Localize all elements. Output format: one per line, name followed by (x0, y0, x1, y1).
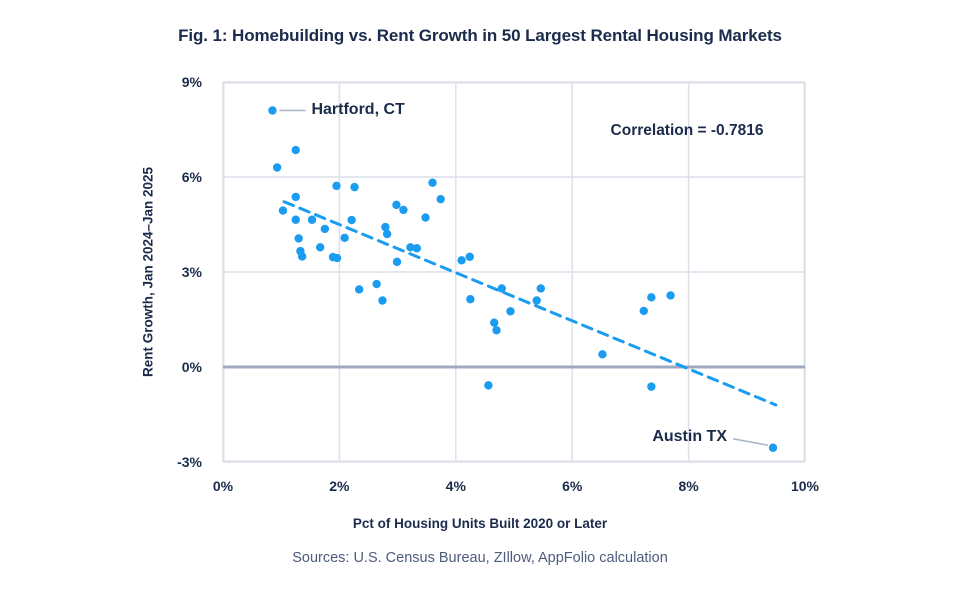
hartford-callout-label: Hartford, CT (311, 100, 405, 118)
data-point (768, 443, 778, 452)
data-point (406, 243, 415, 252)
data-point (272, 163, 282, 172)
x-tick-label: 4% (445, 478, 466, 494)
x-tick-label: 8% (678, 478, 699, 494)
data-point (392, 200, 401, 210)
austin-callout-label: Austin TX (652, 427, 727, 445)
data-point (506, 307, 515, 316)
data-point (598, 350, 607, 359)
callout-line (732, 438, 769, 446)
data-point (428, 178, 437, 187)
data-point (666, 291, 675, 300)
data-point (647, 293, 656, 302)
plot-border (223, 82, 805, 462)
data-point (354, 285, 364, 294)
data-point (536, 284, 545, 293)
data-point (497, 284, 506, 293)
data-point (436, 194, 445, 204)
data-point (291, 145, 300, 155)
data-point (399, 205, 408, 215)
data-point (490, 318, 499, 327)
data-point (315, 243, 325, 252)
y-tick-label: 6% (181, 169, 202, 185)
data-point (466, 295, 475, 304)
data-point (307, 215, 317, 224)
data-point (294, 234, 303, 243)
data-point (378, 296, 387, 305)
data-point (332, 181, 341, 191)
data-point (457, 256, 466, 265)
x-axis-tick-labels: 0% 2% 4% 6% 8% 10% (213, 478, 819, 498)
y-tick-label: 0% (181, 359, 202, 375)
data-point (268, 106, 277, 115)
data-point (320, 224, 330, 234)
sources-text: Sources: U.S. Census Bureau, ZIllow, App… (292, 550, 668, 566)
x-tick-label: 2% (329, 478, 350, 494)
data-point (372, 279, 381, 289)
data-point (421, 213, 430, 222)
data-point (381, 222, 390, 232)
data-point (297, 252, 307, 261)
data-point (492, 326, 501, 335)
y-tick-label: 3% (181, 264, 202, 280)
data-point (532, 296, 541, 305)
scatter-plot-canvas (222, 81, 806, 463)
y-tick-label: 9% (181, 74, 202, 90)
data-point (291, 215, 300, 224)
x-tick-label: 10% (790, 478, 820, 494)
x-tick-label: 6% (562, 478, 583, 494)
data-point (332, 253, 342, 263)
data-point (484, 381, 493, 390)
y-tick-label: -3% (177, 454, 202, 470)
x-tick-label: 0% (212, 478, 234, 494)
chart-title: Fig. 1: Homebuilding vs. Rent Growth in … (178, 26, 782, 45)
data-point (392, 257, 402, 267)
data-point (340, 233, 349, 242)
y-axis-tick-labels: 9% 6% 3% 0% -3% (130, 74, 202, 470)
data-point (350, 182, 359, 192)
data-point (639, 306, 648, 316)
x-axis-title: Pct of Housing Units Built 2020 or Later (352, 516, 608, 531)
data-point (465, 252, 474, 261)
data-point (347, 215, 356, 225)
data-point (291, 192, 300, 202)
correlation-annotation: Correlation = -0.7816 (610, 122, 764, 139)
plot-area: Correlation = -0.7816 Hartford, CT Austi… (222, 81, 806, 463)
data-point (278, 206, 288, 215)
data-point (382, 229, 392, 239)
data-point (647, 382, 656, 391)
data-point (412, 244, 422, 253)
trend-line (282, 200, 778, 407)
